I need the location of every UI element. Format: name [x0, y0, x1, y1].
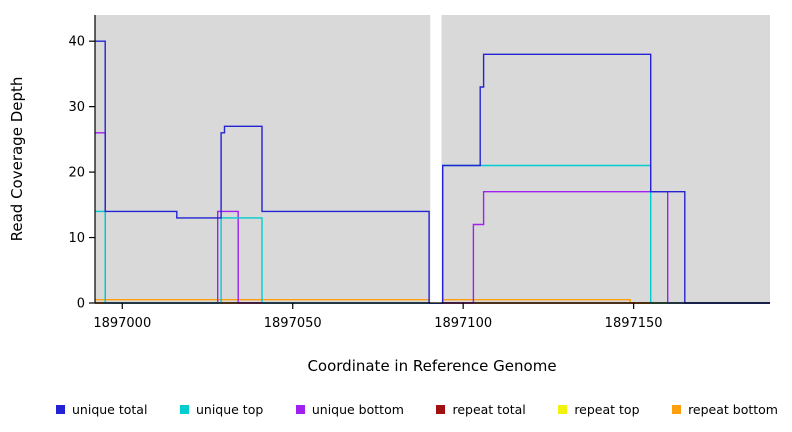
legend-swatch-icon — [56, 404, 65, 414]
legend-label: unique bottom — [311, 401, 404, 417]
x-tick-label: 1897150 — [605, 316, 663, 331]
legend-item-unique-total: unique total — [56, 402, 147, 417]
legend-swatch-icon — [179, 404, 189, 414]
x-tick-label: 1897100 — [434, 316, 492, 331]
legend-swatch-icon — [295, 404, 305, 414]
legend-label: unique top — [195, 401, 264, 417]
legend-label: repeat top — [574, 401, 640, 417]
legend-item-unique-top: unique top — [179, 401, 264, 417]
coverage-gap — [430, 13, 442, 303]
chart-svg: 0 10 20 30 40 1897000 1897050 1897100 1897150 Co… — [8, 13, 770, 375]
x-tick-label: 1897050 — [264, 316, 322, 331]
y-axis-title: Read Coverage Depth — [8, 77, 26, 242]
legend-label: repeat bottom — [688, 401, 778, 417]
legend-item-unique-bottom: unique bottom — [295, 401, 404, 417]
legend: unique total unique top unique bottom repea… — [0, 392, 792, 426]
legend-swatch-icon — [558, 404, 568, 414]
legend-label: repeat total — [452, 401, 526, 417]
legend-swatch-icon — [672, 404, 682, 414]
y-tick-label: 10 — [68, 231, 85, 246]
plot-area: 0 10 20 30 40 1897000 1897050 1897100 1897150 — [68, 13, 770, 331]
y-tick-label: 40 — [68, 35, 85, 50]
x-axis-title: Coordinate in Reference Genome — [307, 357, 556, 375]
legend-item-repeat-top: repeat top — [558, 401, 640, 417]
x-tick-label: 1897000 — [93, 316, 151, 331]
legend-swatch-icon — [436, 404, 446, 414]
y-tick-label: 0 — [77, 297, 85, 312]
legend-label: unique total — [72, 401, 148, 417]
series-unique-total — [95, 40, 770, 304]
legend-item-repeat-bottom: repeat bottom — [672, 402, 778, 417]
legend-item-repeat-total: repeat total — [436, 401, 526, 417]
y-tick-label: 30 — [68, 100, 85, 115]
y-tick-label: 20 — [68, 166, 85, 181]
